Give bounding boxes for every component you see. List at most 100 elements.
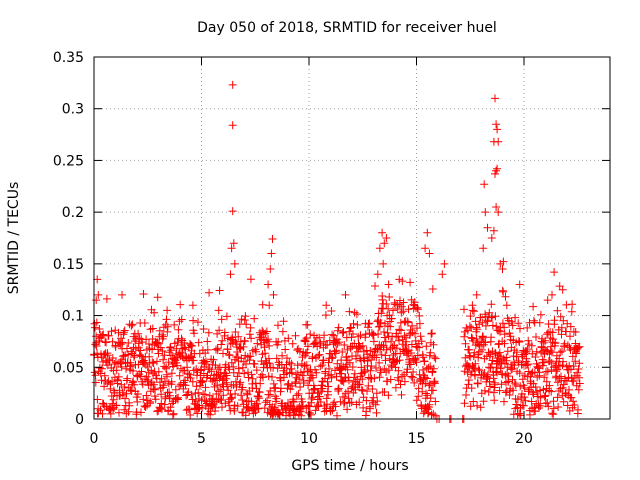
data-point — [298, 397, 307, 406]
data-point — [174, 325, 183, 334]
data-point — [394, 333, 403, 341]
data-point — [573, 344, 582, 353]
data-point — [249, 409, 258, 418]
data-point — [233, 402, 242, 411]
data-point — [111, 342, 120, 351]
data-point — [253, 339, 262, 348]
data-point — [467, 384, 476, 393]
data-point — [524, 360, 532, 369]
data-point — [520, 393, 529, 402]
data-point — [347, 384, 356, 393]
data-point — [547, 387, 556, 396]
data-point — [462, 391, 470, 399]
data-point — [91, 371, 100, 380]
data-point — [549, 404, 558, 413]
data-point — [183, 363, 192, 372]
data-point — [119, 328, 128, 337]
data-point — [476, 313, 485, 322]
data-point — [502, 356, 511, 365]
data-point — [479, 244, 488, 253]
data-point — [372, 353, 381, 362]
data-point — [363, 387, 371, 396]
y-tick-label: 0.35 — [53, 50, 84, 66]
data-point — [535, 404, 544, 412]
data-point — [159, 332, 168, 341]
data-point — [359, 354, 368, 363]
data-point — [563, 401, 572, 410]
data-point — [571, 357, 580, 366]
data-point — [241, 312, 250, 321]
data-point — [531, 383, 540, 391]
data-point — [238, 396, 247, 404]
data-point — [122, 389, 131, 398]
data-point — [575, 379, 584, 388]
data-point — [378, 295, 387, 304]
data-point — [143, 363, 152, 371]
data-point — [396, 349, 405, 358]
data-point — [422, 389, 430, 398]
data-point — [527, 397, 536, 406]
data-point — [95, 325, 104, 333]
data-point — [545, 381, 554, 390]
data-point — [404, 305, 413, 314]
data-point — [430, 379, 439, 388]
data-point — [470, 307, 478, 316]
data-point — [295, 375, 304, 384]
data-point — [503, 347, 512, 356]
data-point — [460, 305, 468, 314]
data-point — [312, 368, 321, 377]
data-point — [507, 365, 516, 374]
data-point — [172, 394, 181, 403]
data-point — [556, 348, 565, 357]
data-point — [468, 301, 477, 310]
data-point — [123, 344, 131, 353]
data-point — [424, 363, 433, 372]
data-point — [565, 385, 573, 394]
data-point — [541, 336, 550, 345]
data-point — [407, 372, 416, 381]
data-point — [497, 380, 506, 389]
data-point — [328, 330, 337, 339]
data-point — [520, 384, 529, 392]
data-point — [397, 390, 406, 399]
data-point — [344, 376, 353, 385]
data-point — [384, 280, 393, 289]
data-point — [117, 334, 126, 343]
data-point — [100, 371, 109, 380]
data-point — [529, 302, 538, 311]
data-point — [94, 290, 103, 299]
data-point — [461, 353, 470, 362]
data-point — [487, 234, 496, 242]
data-point — [364, 381, 373, 390]
data-point — [151, 395, 160, 404]
data-point — [482, 372, 491, 381]
data-point — [291, 331, 300, 340]
data-point — [200, 390, 209, 399]
data-point — [374, 330, 383, 338]
data-point — [420, 357, 429, 366]
data-point — [167, 377, 176, 386]
data-point — [415, 343, 424, 352]
plot-frame — [93, 56, 611, 420]
data-point — [548, 328, 557, 337]
data-point — [567, 393, 576, 402]
data-point — [511, 380, 520, 389]
data-point — [124, 407, 133, 416]
data-point — [514, 319, 523, 328]
data-point — [490, 378, 499, 387]
data-point — [479, 397, 488, 406]
data-point — [165, 348, 174, 357]
data-point — [472, 335, 481, 343]
data-point — [569, 397, 578, 406]
data-point — [400, 377, 409, 386]
data-point — [92, 296, 101, 305]
data-point — [519, 401, 528, 410]
data-point — [510, 361, 519, 370]
y-axis-title: SRMTID / TECUs — [6, 182, 22, 295]
data-point — [574, 385, 583, 394]
data-point — [151, 385, 160, 394]
data-point — [111, 358, 120, 367]
data-point — [409, 368, 418, 376]
data-point — [402, 337, 411, 346]
data-point — [368, 331, 377, 340]
